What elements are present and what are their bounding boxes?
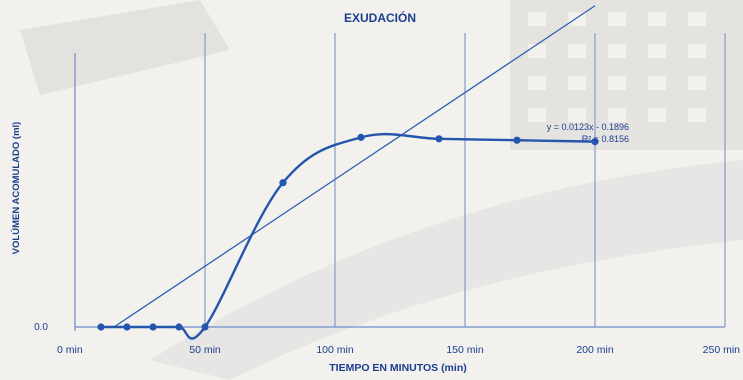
data-point xyxy=(175,323,183,331)
building-window xyxy=(568,108,586,122)
data-point xyxy=(149,323,157,331)
x-tick-label: 200 min xyxy=(576,344,614,356)
building-window xyxy=(688,12,706,26)
gridlines xyxy=(204,33,726,327)
building-window xyxy=(688,44,706,58)
building-window xyxy=(608,108,626,122)
building-window xyxy=(688,76,706,90)
trendline xyxy=(113,5,596,328)
building-window xyxy=(528,108,546,122)
building-window xyxy=(688,108,706,122)
building-window xyxy=(608,76,626,90)
trendline-layer xyxy=(113,5,596,328)
data-point xyxy=(591,138,599,146)
x-tick-labels: 0 min 50 min 100 min 150 min 200 min 250 min xyxy=(57,344,740,356)
data-point xyxy=(279,179,287,187)
building-window xyxy=(608,12,626,26)
data-point xyxy=(97,323,105,331)
building-window xyxy=(648,44,666,58)
data-point xyxy=(123,323,131,331)
y-axis-label: VOLÚMEN ACOMULADO (ml) xyxy=(10,122,22,255)
data-point xyxy=(357,133,365,141)
x-axis-label: TIEMPO EN MINUTOS (min) xyxy=(329,362,466,374)
x-tick-label: 0 min xyxy=(57,344,83,356)
labels-layer: EXUDACIÓN TIEMPO EN MINUTOS (min) VOLÚME… xyxy=(10,10,629,374)
data-point xyxy=(201,323,209,331)
trend-equation: y = 0.0123x - 0.1896 xyxy=(547,122,629,132)
x-tick-label: 50 min xyxy=(189,344,221,356)
building-window xyxy=(648,76,666,90)
chart-title: EXUDACIÓN xyxy=(344,10,416,25)
trend-r2: R² = 0.8156 xyxy=(582,134,629,144)
building-window xyxy=(528,12,546,26)
building-window xyxy=(528,76,546,90)
watermark-shape xyxy=(20,0,230,95)
data-point xyxy=(513,136,521,144)
series-line xyxy=(101,132,596,340)
building-window xyxy=(648,108,666,122)
x-tick-label: 100 min xyxy=(316,344,354,356)
axes xyxy=(74,53,725,331)
x-tick-label: 250 min xyxy=(703,344,741,356)
background-layer xyxy=(20,0,743,380)
x-tick-label: 150 min xyxy=(446,344,484,356)
building-window xyxy=(648,12,666,26)
building-window xyxy=(608,44,626,58)
building-window xyxy=(568,76,586,90)
y-tick-label: 0.0 xyxy=(34,322,48,333)
building-window xyxy=(528,44,546,58)
series-layer xyxy=(97,132,599,340)
building-window xyxy=(568,44,586,58)
data-point xyxy=(435,135,443,143)
